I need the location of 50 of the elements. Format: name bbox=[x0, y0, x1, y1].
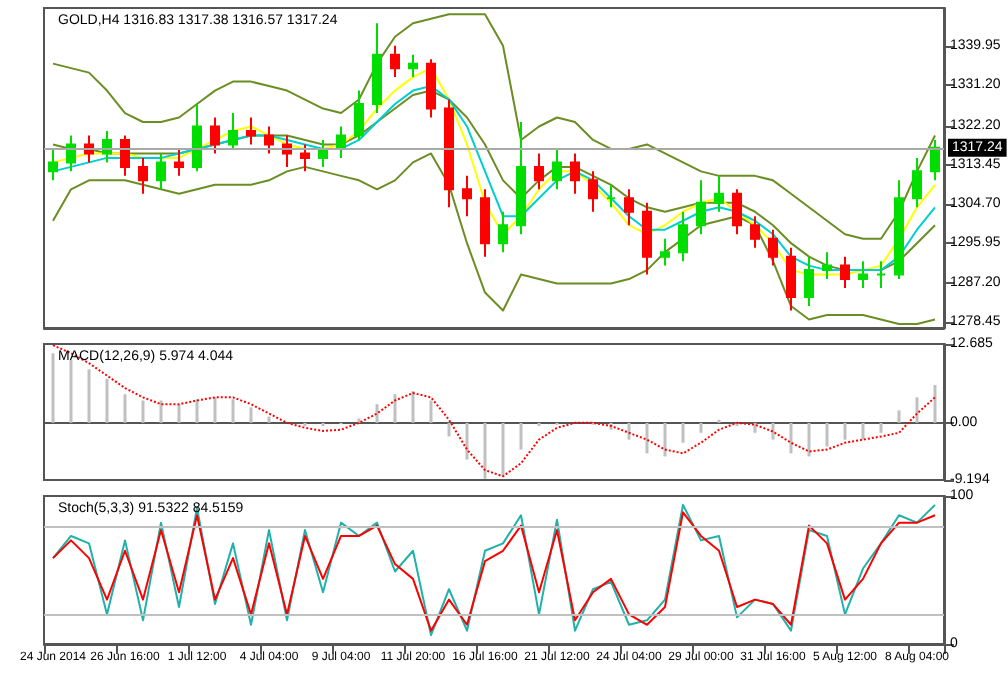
candlestick bbox=[156, 152, 166, 191]
candlestick bbox=[120, 134, 130, 177]
candlestick bbox=[300, 143, 310, 173]
candlestick bbox=[174, 147, 184, 177]
line-series bbox=[52, 344, 936, 478]
candlestick bbox=[732, 188, 742, 236]
candlestick bbox=[876, 260, 886, 290]
candlestick bbox=[318, 138, 328, 168]
candlestick bbox=[768, 228, 778, 267]
line-series bbox=[52, 152, 936, 325]
candlestick bbox=[912, 156, 922, 209]
candlestick bbox=[894, 179, 904, 281]
candlestick bbox=[642, 201, 652, 276]
candlestick bbox=[372, 22, 382, 115]
candlestick bbox=[678, 210, 688, 263]
candlestick bbox=[606, 183, 616, 209]
candlestick bbox=[786, 246, 796, 312]
candlestick bbox=[210, 116, 220, 155]
candlestick bbox=[822, 251, 832, 281]
candlestick bbox=[660, 237, 670, 267]
candlestick bbox=[228, 112, 238, 150]
candlestick bbox=[390, 44, 400, 79]
candlestick bbox=[804, 255, 814, 308]
candlestick bbox=[498, 210, 508, 254]
candlestick bbox=[858, 260, 868, 290]
candlestick bbox=[48, 147, 58, 182]
candlestick bbox=[480, 188, 490, 258]
candlestick bbox=[426, 58, 436, 119]
candlestick bbox=[534, 152, 544, 191]
candlestick bbox=[336, 125, 346, 159]
candlestick bbox=[138, 156, 148, 195]
candlestick bbox=[624, 188, 634, 227]
candlestick bbox=[930, 138, 940, 182]
candlestick bbox=[246, 116, 256, 146]
candlestick bbox=[408, 53, 418, 79]
candlestick bbox=[570, 152, 580, 195]
candlestick bbox=[552, 147, 562, 191]
candlestick bbox=[696, 179, 706, 236]
candlestick bbox=[192, 103, 202, 173]
candlestick bbox=[750, 215, 760, 249]
line-series bbox=[52, 13, 936, 240]
candlestick bbox=[516, 121, 526, 236]
candlestick bbox=[264, 125, 274, 155]
candlestick bbox=[354, 89, 364, 141]
candlestick bbox=[444, 98, 454, 209]
candlestick bbox=[66, 134, 76, 173]
candlestick bbox=[462, 174, 472, 218]
candlestick bbox=[840, 255, 850, 290]
candlestick bbox=[588, 170, 598, 213]
candlestick bbox=[714, 174, 724, 213]
